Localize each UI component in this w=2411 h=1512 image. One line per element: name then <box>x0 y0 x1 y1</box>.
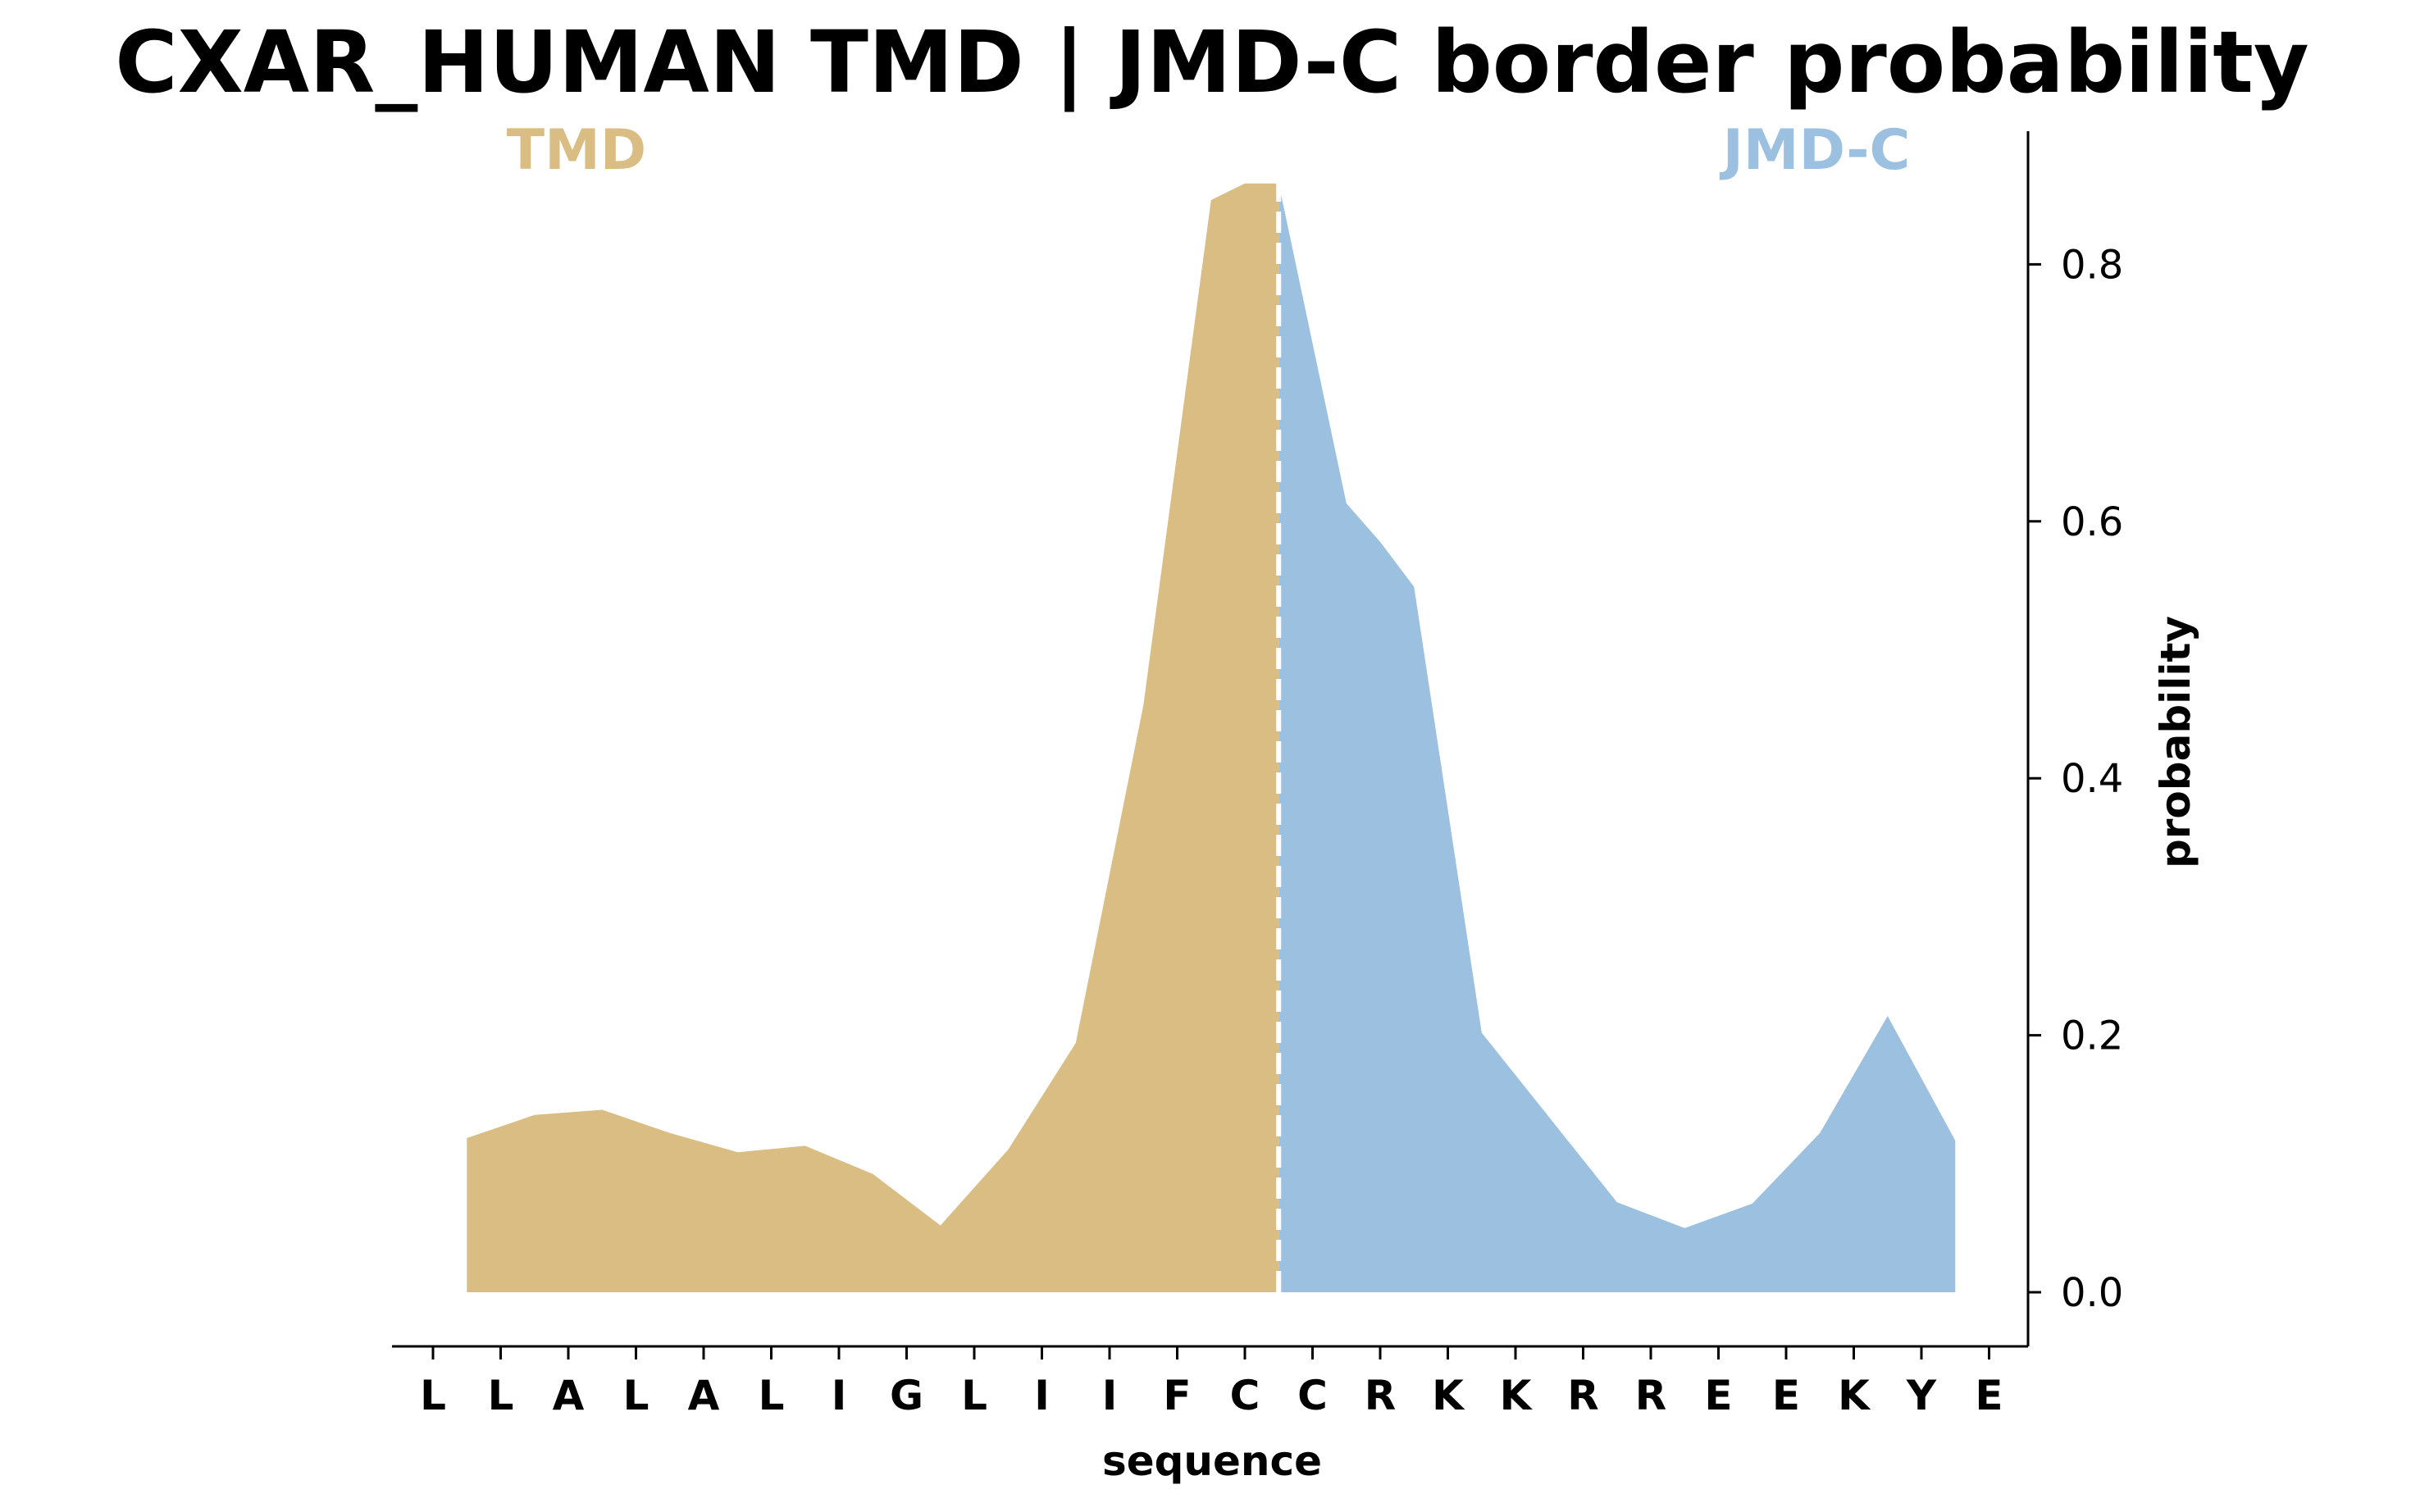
x-tick-label: R <box>1365 1372 1397 1419</box>
probability-areas <box>467 183 1956 1293</box>
x-tick-label: A <box>688 1372 720 1419</box>
x-tick-label: L <box>488 1372 514 1419</box>
x-axis-label: sequence <box>1102 1437 1322 1485</box>
y-tick-label: 0.4 <box>2061 756 2123 802</box>
x-tick-label: E <box>1772 1372 1800 1419</box>
x-tick-label: R <box>1567 1372 1599 1419</box>
y-tick-label: 0.8 <box>2061 242 2123 288</box>
x-tick-label: E <box>1704 1372 1732 1419</box>
tmd-probability-area <box>467 183 1279 1293</box>
y-tick-label: 0.0 <box>2061 1270 2123 1316</box>
x-tick-label: L <box>759 1372 785 1419</box>
x-tick-label: F <box>1163 1372 1191 1419</box>
jmdc-probability-area <box>1278 183 1956 1293</box>
y-axis-label: probability <box>2152 616 2199 868</box>
x-tick-label: K <box>1838 1372 1871 1419</box>
tmd-region-label: TMD <box>507 118 647 183</box>
x-tick-label: A <box>553 1372 585 1419</box>
y-axis: 0.0 0.2 0.4 0.6 0.8 <box>2026 131 2123 1346</box>
x-tick-label: L <box>623 1372 649 1419</box>
x-tick-label: L <box>961 1372 987 1419</box>
x-tick-label: K <box>1432 1372 1465 1419</box>
x-tick-label: I <box>1102 1372 1118 1419</box>
x-tick-label: I <box>1034 1372 1050 1419</box>
chart-title: CXAR_HUMAN TMD | JMD-C border probabilit… <box>115 12 2308 112</box>
y-tick-label: 0.6 <box>2061 499 2123 545</box>
jmdc-region-label: JMD-C <box>1720 118 1911 183</box>
x-tick-label: C <box>1297 1372 1328 1419</box>
x-tick-label: I <box>832 1372 847 1419</box>
x-tick-label: E <box>1975 1372 2003 1419</box>
x-tick-label: G <box>890 1372 923 1419</box>
x-tick-label: R <box>1635 1372 1667 1419</box>
x-tick-label: C <box>1230 1372 1260 1419</box>
x-tick-label: Y <box>1906 1372 1937 1419</box>
x-tick-label: L <box>420 1372 446 1419</box>
y-tick-label: 0.2 <box>2061 1013 2123 1059</box>
x-tick-label: K <box>1500 1372 1534 1419</box>
